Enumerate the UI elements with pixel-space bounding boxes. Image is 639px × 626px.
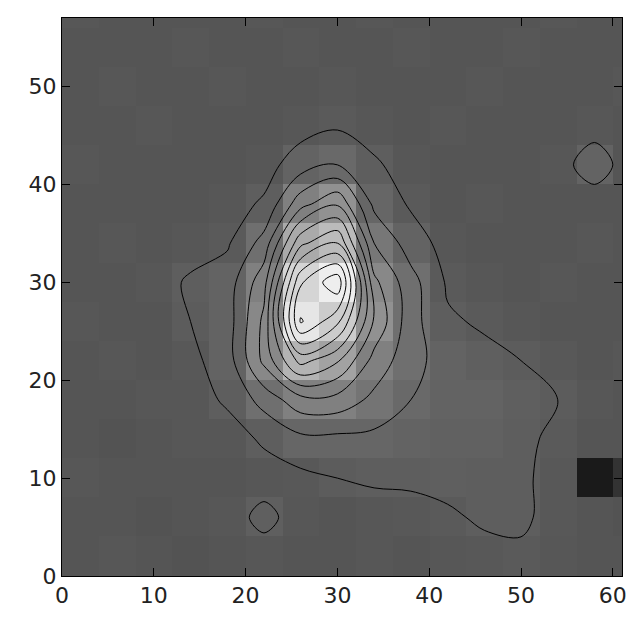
svg-text:30: 30 [29, 270, 57, 295]
svg-text:50: 50 [507, 583, 535, 608]
svg-text:10: 10 [29, 466, 57, 491]
svg-text:40: 40 [415, 583, 443, 608]
svg-text:10: 10 [140, 583, 168, 608]
svg-text:50: 50 [29, 74, 57, 99]
svg-text:30: 30 [323, 583, 351, 608]
svg-text:20: 20 [29, 368, 57, 393]
svg-text:60: 60 [599, 583, 627, 608]
svg-text:0: 0 [43, 564, 57, 589]
svg-text:40: 40 [29, 172, 57, 197]
svg-text:0: 0 [55, 583, 69, 608]
svg-text:20: 20 [232, 583, 260, 608]
